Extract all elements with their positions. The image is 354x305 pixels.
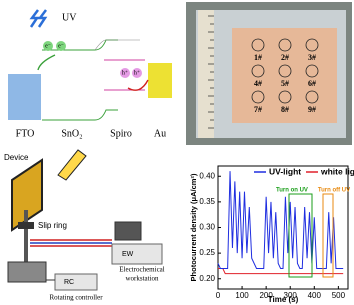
layer-label: Au: [154, 128, 166, 139]
device-photo: 1# 2# 3# 4# 5# 6# 7# 8# 9#: [186, 2, 352, 145]
layer-label: SnO₂: [61, 128, 82, 139]
annotation: Turn off UV: [318, 188, 350, 194]
y-tick-label: 0.20: [199, 274, 215, 283]
x-axis-label: Time (s): [268, 295, 299, 304]
slip-ring: [18, 222, 34, 229]
cell-label: 6#: [308, 79, 316, 88]
electron-label: e⁻: [45, 43, 51, 49]
legend-label: white light: [320, 166, 354, 176]
figure: UV e⁻ e⁻ h⁺ h⁺ FTO SnO₂ Spiro Au 1# 2# 3# 4…: [0, 0, 354, 305]
hole-label: h⁺: [134, 69, 140, 76]
cell-label: 2#: [281, 53, 289, 62]
workstation-label: Electrochemical: [119, 266, 165, 274]
y-axis-label: Photocurrent density (μA/cm²): [189, 173, 198, 281]
x-tick-label: 100: [235, 291, 249, 300]
rc-label: RC: [64, 279, 74, 286]
cell-label: 5#: [281, 79, 289, 88]
shaft: [24, 210, 28, 265]
ruler: [198, 10, 214, 138]
x-tick-label: 0: [216, 291, 221, 300]
monitor: [115, 222, 141, 240]
cell-label: 1#: [254, 53, 262, 62]
au-box: [148, 63, 172, 98]
y-tick-label: 0.25: [199, 248, 215, 257]
device-label: Device: [4, 153, 29, 162]
annotation: Turn on UV: [276, 188, 308, 194]
cell-label: 3#: [308, 53, 316, 62]
controller-box: [55, 274, 97, 290]
hole-label: h⁺: [122, 69, 128, 76]
motor: [8, 262, 46, 282]
y-tick-label: 0.40: [199, 171, 215, 180]
cell-label: 4#: [254, 79, 262, 88]
layer-label: Spiro: [110, 128, 132, 139]
cell-label: 7#: [254, 105, 262, 114]
controller-label: Rotating controller: [49, 294, 103, 302]
y-tick-label: 0.35: [199, 197, 215, 206]
fto-box: [8, 74, 41, 120]
x-tick-label: 500: [332, 291, 346, 300]
cell-label: 8#: [281, 105, 289, 114]
y-tick-label: 0.30: [199, 223, 215, 232]
x-tick-label: 400: [308, 291, 322, 300]
uv-label: UV: [62, 12, 77, 23]
slip-ring-label: Slip ring: [38, 221, 67, 230]
electron-label: e⁻: [58, 43, 64, 49]
layer-label: FTO: [16, 128, 35, 139]
workstation-box: [112, 244, 162, 264]
workstation-label: workstation: [125, 275, 159, 283]
cell-label: 9#: [308, 105, 316, 114]
legend-label: UV-light: [269, 166, 301, 176]
ew-label: EW: [122, 251, 134, 258]
